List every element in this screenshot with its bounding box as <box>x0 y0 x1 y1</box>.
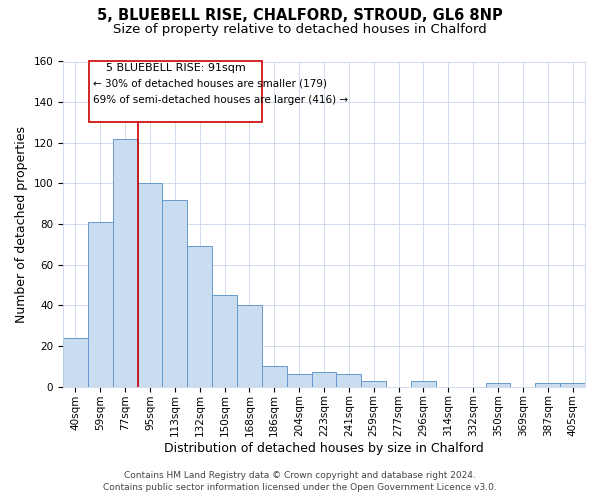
Bar <box>63 338 88 386</box>
Bar <box>560 382 585 386</box>
Text: Contains HM Land Registry data © Crown copyright and database right 2024.
Contai: Contains HM Land Registry data © Crown c… <box>103 471 497 492</box>
Bar <box>262 366 287 386</box>
Bar <box>311 372 337 386</box>
Bar <box>89 62 262 122</box>
Bar <box>163 200 187 386</box>
Text: 69% of semi-detached houses are larger (416) →: 69% of semi-detached houses are larger (… <box>93 95 348 105</box>
Text: Size of property relative to detached houses in Chalford: Size of property relative to detached ho… <box>113 22 487 36</box>
Bar <box>212 295 237 386</box>
Bar <box>287 374 311 386</box>
Y-axis label: Number of detached properties: Number of detached properties <box>15 126 28 322</box>
Bar <box>337 374 361 386</box>
Bar <box>113 138 137 386</box>
Text: ← 30% of detached houses are smaller (179): ← 30% of detached houses are smaller (17… <box>93 79 327 89</box>
Bar <box>88 222 113 386</box>
Text: 5 BLUEBELL RISE: 91sqm: 5 BLUEBELL RISE: 91sqm <box>106 62 245 72</box>
X-axis label: Distribution of detached houses by size in Chalford: Distribution of detached houses by size … <box>164 442 484 455</box>
Bar <box>137 184 163 386</box>
Bar <box>361 380 386 386</box>
Bar <box>237 306 262 386</box>
Bar <box>187 246 212 386</box>
Bar <box>411 380 436 386</box>
Bar <box>485 382 511 386</box>
Text: 5, BLUEBELL RISE, CHALFORD, STROUD, GL6 8NP: 5, BLUEBELL RISE, CHALFORD, STROUD, GL6 … <box>97 8 503 22</box>
Bar <box>535 382 560 386</box>
